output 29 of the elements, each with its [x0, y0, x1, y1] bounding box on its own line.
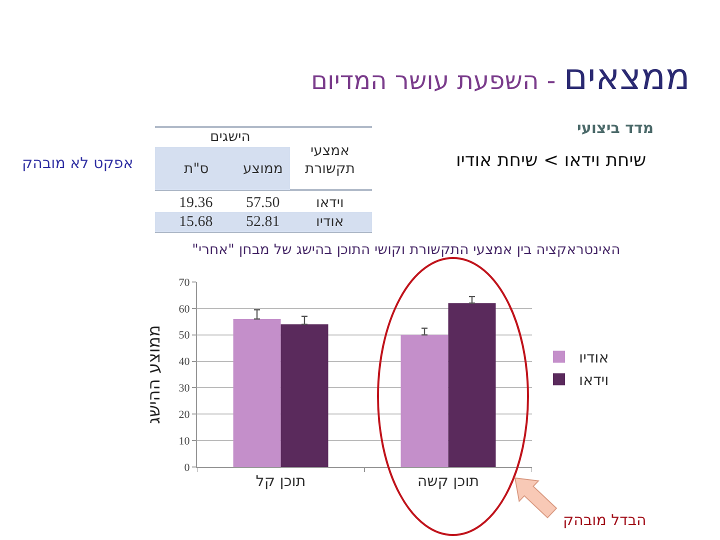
legend-label: וידאו	[579, 371, 609, 390]
text: אפקט לא מובהק	[22, 154, 134, 172]
text: ס"ת	[184, 161, 209, 177]
text: 52.81	[246, 214, 280, 230]
y-tick-label: 70	[178, 276, 190, 289]
x-tick-label: תוכן קשה	[417, 472, 480, 490]
text: 15.68	[179, 214, 213, 230]
text: הבדל מובהק	[563, 511, 646, 529]
text: אודיו	[316, 214, 344, 230]
text: וידאו	[316, 195, 344, 211]
text: אמצעי תקשורת	[305, 143, 355, 178]
x-tick-label: תוכן קל	[256, 472, 306, 490]
y-axis-title: ממוצע ההישג	[144, 325, 164, 424]
y-tick-label: 50	[178, 330, 190, 342]
chart-title: ממצאים - השפעת עושר המדיום	[310, 56, 690, 98]
text: ממוצע	[243, 161, 283, 177]
y-tick-label: 60	[178, 303, 190, 316]
text: האינטראקציה בין אמצעי התקשורת וקושי התוכן בהישג של מבחן "אחרי"	[192, 242, 620, 258]
text: 57.50	[246, 195, 280, 211]
text: 19.36	[179, 195, 214, 211]
y-tick-label: 20	[178, 408, 190, 421]
y-tick-label: 10	[178, 435, 190, 448]
text: הישגים	[210, 129, 250, 145]
y-tick-label: 30	[178, 382, 190, 395]
y-tick-label: 0	[184, 462, 190, 474]
text: שיחת וידאו > שיחת אודיו	[456, 150, 646, 171]
legend-label: אודיו	[579, 348, 609, 367]
y-tick-label: 40	[178, 356, 190, 368]
text: מדד ביצועי	[577, 119, 654, 137]
